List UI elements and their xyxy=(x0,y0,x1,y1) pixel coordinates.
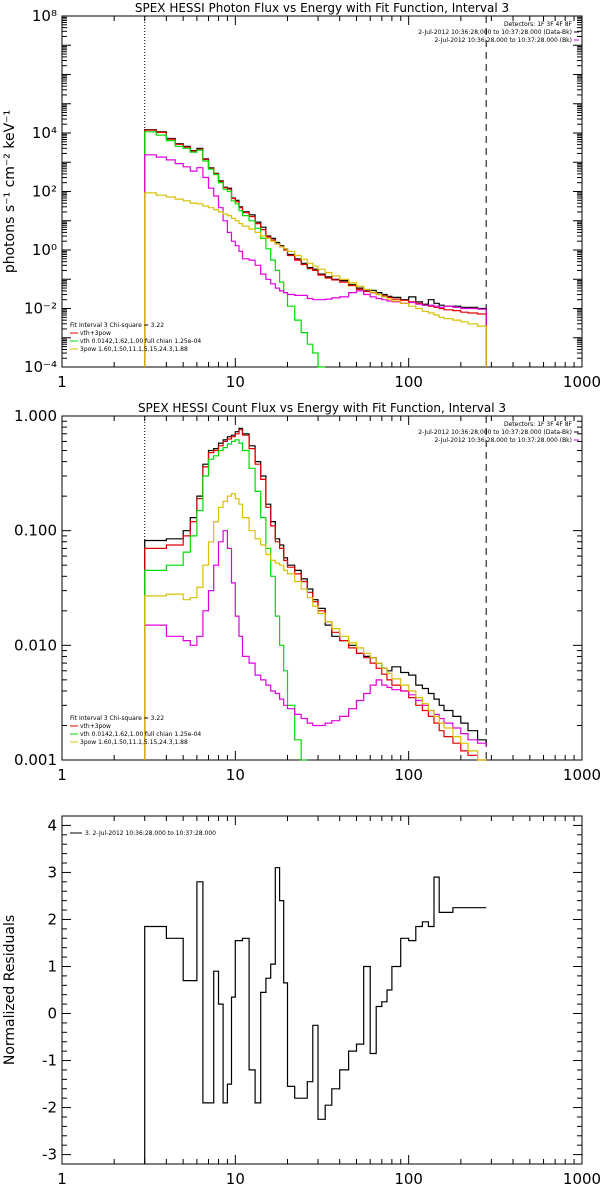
panel1-series-black xyxy=(144,129,487,367)
panel3-legend-0: 3. 2-Jul-2012 10:36:28.000 to 10:37:28.0… xyxy=(85,830,216,837)
panel3-ytick-label: 1 xyxy=(47,957,57,975)
panel2-ytick-label: 0.010 xyxy=(14,636,57,654)
panel2-xtick-label: 1 xyxy=(57,766,67,784)
panel2-xtick-label: 10 xyxy=(226,766,245,784)
panel2-ytick-label: 1.000 xyxy=(14,407,57,425)
panel2-series-yellow xyxy=(144,493,487,761)
panel1-legend-top-2: 2-Jul-2012 10:36:28.000 to 10:37:28.000 … xyxy=(434,37,572,44)
panel3-xtick-label: 100 xyxy=(394,1170,423,1188)
panel1-legend-bottom-1: vth 0.0142,1.62,1.00 full chian 1.25e-04 xyxy=(80,338,201,345)
panel2-legend-bottom-0: vth+3pow xyxy=(80,723,111,730)
panel3-ytick-label: 2 xyxy=(47,910,57,928)
panel1-series-magenta xyxy=(144,154,487,367)
panel3-ytick-label: 4 xyxy=(47,816,57,834)
panel1-ylabel: photons s⁻¹ cm⁻² keV⁻¹ xyxy=(2,110,18,273)
panel3-xtick-label: 1 xyxy=(57,1170,67,1188)
panel2-ytick-label: 0.001 xyxy=(14,751,57,769)
panel2-legend-bottom-2: 3pow 1.60,1.50,11.1,5.15,24.3,1.88 xyxy=(80,739,188,746)
panel3-ylabel: Normalized Residuals xyxy=(2,915,18,1065)
panel3-xtick-label: 1000 xyxy=(563,1170,600,1188)
panel3-frame xyxy=(61,815,583,1165)
panel1-series-red xyxy=(144,129,487,367)
panel3-series-black xyxy=(144,867,487,1164)
panel2-legend-bottom-1: vth 0.0142,1.62,1.00 full chian 1.25e-04 xyxy=(80,731,201,738)
panel1-ytick-label: 10⁰ xyxy=(32,241,57,259)
panel1-ytick-label: 10⁻⁴ xyxy=(24,358,57,376)
panel2-series-magenta xyxy=(144,530,487,760)
panel2-legend-top-1: 2-Jul-2012 10:36:28.000 to 10:37:28.000 … xyxy=(418,429,572,436)
panel2-legend-top-0: Detectors: 1F 3F 4F 8F xyxy=(504,421,573,428)
panel1-xtick-label: 100 xyxy=(394,373,423,391)
panel1-xtick-label: 1000 xyxy=(563,373,600,391)
panel1-series-yellow xyxy=(144,192,487,367)
panel1-ytick-label: 10² xyxy=(32,183,57,201)
panel2-series-green xyxy=(144,439,308,761)
panel3-xtick-label: 10 xyxy=(226,1170,245,1188)
panel3-ytick-label: -3 xyxy=(42,1146,57,1164)
panel3-ytick-label: 3 xyxy=(47,863,57,881)
panel2-series-black xyxy=(144,427,487,760)
panel1-frame xyxy=(61,15,583,368)
panel1-legend-bottom-0: vth+3pow xyxy=(80,330,111,337)
panel2-frame xyxy=(61,415,583,761)
panel2-legend-top-2: 2-Jul-2012 10:36:28.000 to 10:37:28.000 … xyxy=(434,437,572,444)
panel1-xtick-label: 10 xyxy=(226,373,245,391)
panel1-title: SPEX HESSI Photon Flux vs Energy with Fi… xyxy=(135,1,509,15)
panel1-legend-top-1: 2-Jul-2012 10:36:28.000 to 10:37:28.000 … xyxy=(418,29,572,36)
panel1-legend-bottom-title: Fit Interval 3 Chi-square = 3.22 xyxy=(70,322,164,329)
panel3-ytick-label: 0 xyxy=(47,1005,57,1023)
panel1-ytick-label: 10⁻² xyxy=(24,300,57,318)
panel2-series-red xyxy=(144,429,487,761)
panel1-ytick-label: 10⁸ xyxy=(32,7,57,25)
panel2-ytick-label: 0.100 xyxy=(14,522,57,540)
panel2-title: SPEX HESSI Count Flux vs Energy with Fit… xyxy=(138,401,506,415)
panel1-ytick-label: 10⁴ xyxy=(32,124,57,142)
panel2-xtick-label: 100 xyxy=(394,766,423,784)
panel3-ytick-label: -2 xyxy=(42,1099,57,1117)
panel2-legend-bottom-title: Fit Interval 3 Chi-square = 3.22 xyxy=(70,715,164,722)
panel1-legend-top-0: Detectors: 1F 3F 4F 8F xyxy=(504,21,573,28)
panel1-series-green xyxy=(144,131,326,368)
panel3-ytick-label: -1 xyxy=(42,1052,57,1070)
panel1-xtick-label: 1 xyxy=(57,373,67,391)
panel1-legend-bottom-2: 3pow 1.60,1.50,11.1,5.15,24.3,1.88 xyxy=(80,346,188,353)
panel2-xtick-label: 1000 xyxy=(563,766,600,784)
